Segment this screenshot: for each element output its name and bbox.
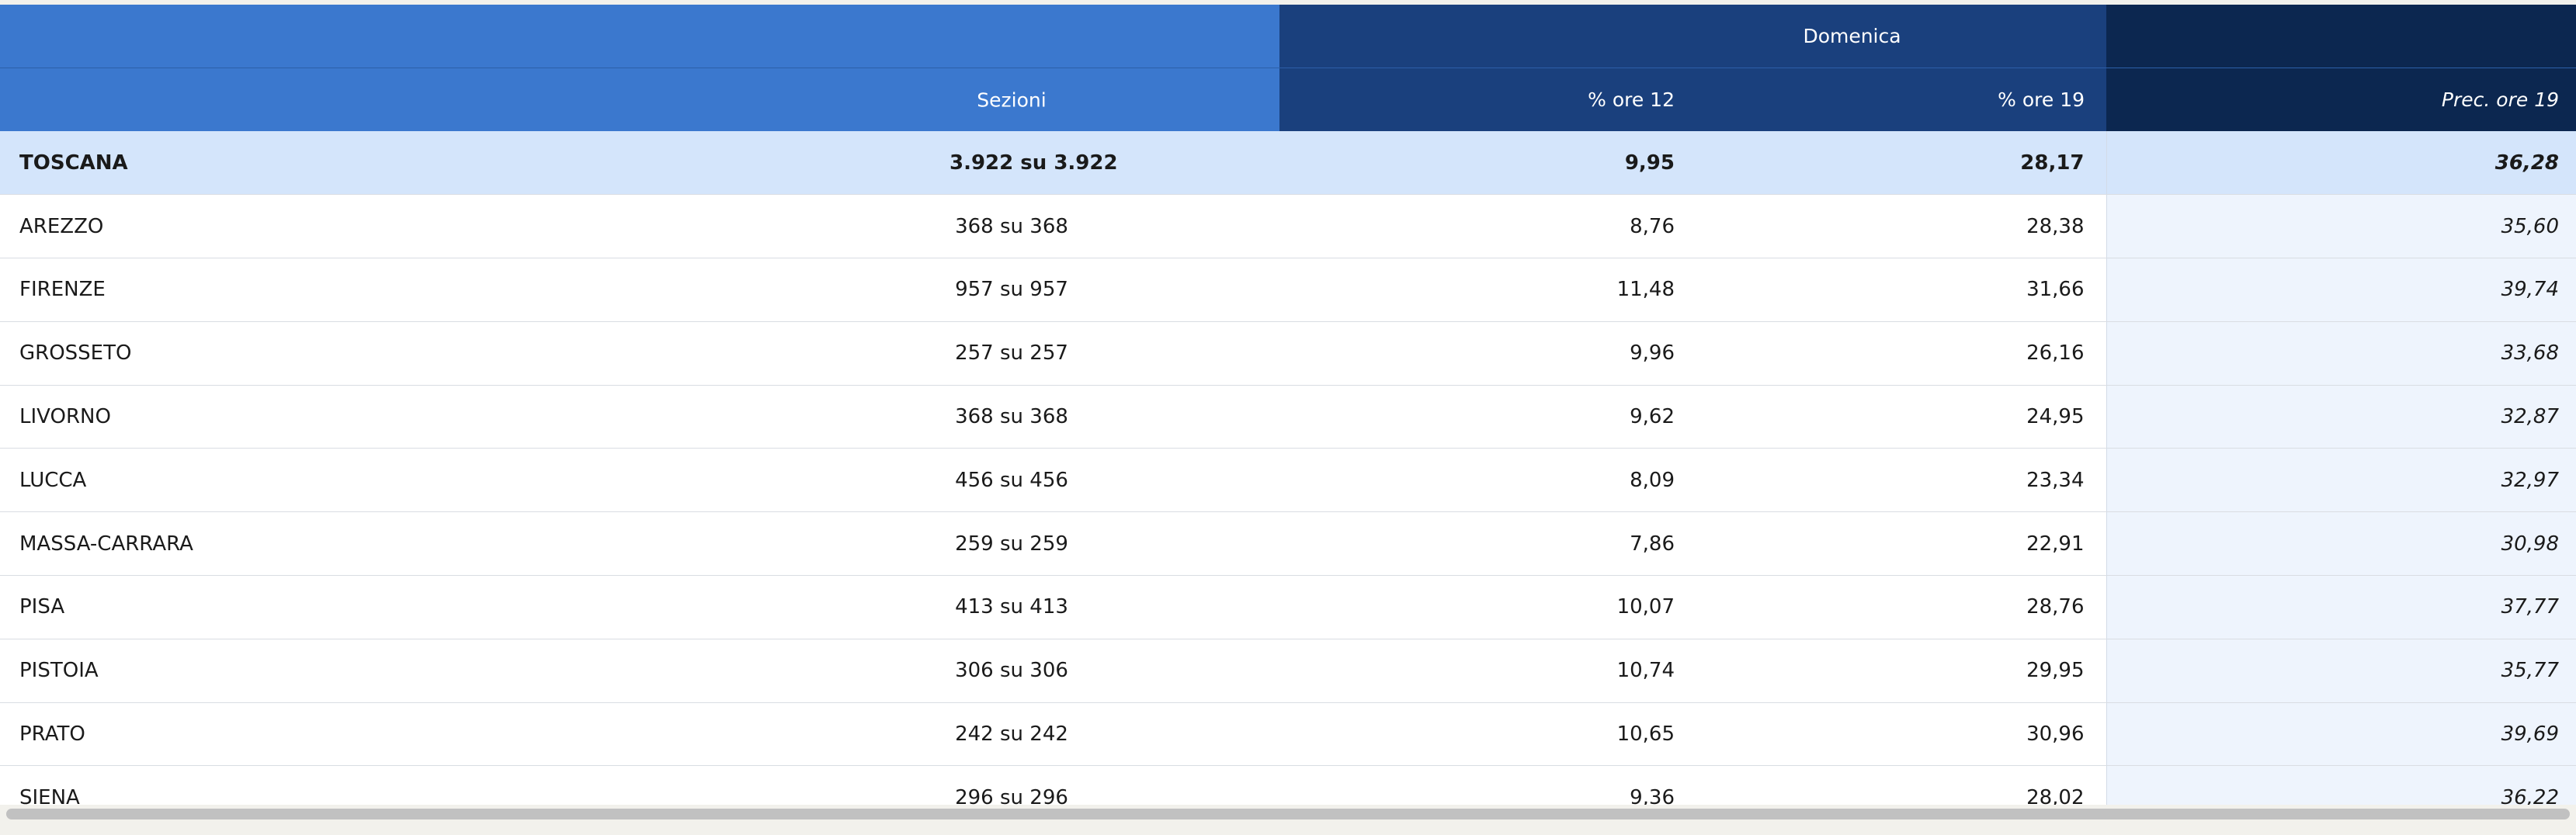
cell-prec: 33,68: [2106, 321, 2576, 386]
header-ore19[interactable]: % ore 19: [1695, 68, 2107, 131]
cell-name-sezioni: PRATO 242 su 242: [0, 702, 1279, 767]
cell-ore19: 23,34: [1695, 448, 2107, 513]
cell-sezioni: 259 su 259: [955, 532, 1068, 556]
table-row[interactable]: PRATO 242 su 242 10,65 30,96 39,69: [0, 702, 2576, 767]
cell-prec: 36,28: [2106, 131, 2576, 196]
cell-name: LIVORNO: [19, 405, 111, 429]
cell-name: SIENA: [19, 785, 80, 805]
table-body: TOSCANA 3.922 su 3.922 9,95 28,17 36,28 …: [0, 131, 2576, 805]
cell-sezioni: 957 su 957: [955, 278, 1068, 302]
cell-name: LUCCA: [19, 468, 87, 492]
scrollbar-thumb[interactable]: [6, 809, 2570, 819]
cell-ore19: 28,38: [1695, 194, 2107, 259]
cell-sezioni: 296 su 296: [955, 785, 1068, 805]
cell-ore12: 10,65: [1279, 702, 1695, 767]
table-row-total[interactable]: TOSCANA 3.922 su 3.922 9,95 28,17 36,28: [0, 131, 2576, 196]
cell-ore19: 31,66: [1695, 258, 2107, 322]
cell-ore19: 28,17: [1695, 131, 2107, 196]
header-group-label: Domenica: [1803, 25, 1901, 47]
cell-sezioni: 3.922 su 3.922: [950, 151, 1118, 175]
header-sezioni-label: Sezioni: [977, 88, 1047, 111]
cell-ore12: 8,76: [1279, 194, 1695, 259]
cell-sezioni: 456 su 456: [955, 468, 1068, 492]
table-row[interactable]: FIRENZE 957 su 957 11,48 31,66 39,74: [0, 258, 2576, 322]
cell-ore12: 9,36: [1279, 765, 1695, 805]
header-sezioni[interactable]: Sezioni: [0, 68, 1279, 131]
cell-name-sezioni: AREZZO 368 su 368: [0, 194, 1279, 259]
cell-ore19: 22,91: [1695, 511, 2107, 577]
cell-name: TOSCANA: [19, 151, 128, 175]
table-row[interactable]: LIVORNO 368 su 368 9,62 24,95 32,87: [0, 385, 2576, 449]
table-row[interactable]: MASSA-CARRARA 259 su 259 7,86 22,91 30,98: [0, 511, 2576, 577]
cell-name-sezioni: SIENA 296 su 296: [0, 765, 1279, 805]
header-spacer: [0, 5, 1279, 68]
cell-name-sezioni: GROSSETO 257 su 257: [0, 321, 1279, 386]
cell-ore19: 28,02: [1695, 765, 2107, 805]
cell-ore12: 10,07: [1279, 575, 1695, 639]
cell-name-sezioni: PISA 413 su 413: [0, 575, 1279, 639]
table-row[interactable]: SIENA 296 su 296 9,36 28,02 36,22: [0, 765, 2576, 805]
cell-ore19: 28,76: [1695, 575, 2107, 639]
cell-sezioni: 306 su 306: [955, 659, 1068, 683]
cell-name: GROSSETO: [19, 341, 132, 366]
table-row[interactable]: GROSSETO 257 su 257 9,96 26,16 33,68: [0, 321, 2576, 386]
horizontal-scrollbar[interactable]: [0, 805, 2576, 828]
table-header: Domenica Sezioni % ore 12 % ore 19 Prec.…: [0, 5, 2576, 131]
header-prec[interactable]: Prec. ore 19: [2106, 68, 2576, 131]
cell-prec: 36,22: [2106, 765, 2576, 805]
cell-name: AREZZO: [19, 214, 104, 238]
cell-ore12: 10,74: [1279, 639, 1695, 703]
cell-prec: 30,98: [2106, 511, 2576, 577]
header-group-domenica: Domenica: [1279, 5, 2107, 68]
cell-prec: 32,97: [2106, 448, 2576, 513]
cell-ore12: 9,96: [1279, 321, 1695, 386]
header-spacer-prec: [2106, 5, 2576, 68]
cell-sezioni: 368 su 368: [955, 214, 1068, 238]
cell-name-sezioni: FIRENZE 957 su 957: [0, 258, 1279, 322]
cell-sezioni: 413 su 413: [955, 595, 1068, 619]
table-row[interactable]: PISTOIA 306 su 306 10,74 29,95 35,77: [0, 639, 2576, 703]
header-ore12[interactable]: % ore 12: [1279, 68, 1695, 131]
cell-sezioni: 257 su 257: [955, 341, 1068, 366]
table-row[interactable]: PISA 413 su 413 10,07 28,76 37,77: [0, 575, 2576, 639]
header-column-row: Sezioni % ore 12 % ore 19 Prec. ore 19: [0, 68, 2576, 131]
header-group-row: Domenica: [0, 5, 2576, 68]
cell-name: MASSA-CARRARA: [19, 532, 193, 556]
cell-ore19: 24,95: [1695, 385, 2107, 449]
cell-ore12: 7,86: [1279, 511, 1695, 577]
cell-name: PRATO: [19, 722, 85, 747]
cell-name-sezioni: LIVORNO 368 su 368: [0, 385, 1279, 449]
cell-prec: 39,74: [2106, 258, 2576, 322]
cell-ore19: 26,16: [1695, 321, 2107, 386]
cell-name-sezioni: PISTOIA 306 su 306: [0, 639, 1279, 703]
cell-sezioni: 368 su 368: [955, 405, 1068, 429]
cell-ore12: 9,95: [1279, 131, 1695, 196]
cell-name: PISTOIA: [19, 659, 99, 683]
cell-prec: 32,87: [2106, 385, 2576, 449]
table-row[interactable]: LUCCA 456 su 456 8,09 23,34 32,97: [0, 448, 2576, 513]
results-table-container: Domenica Sezioni % ore 12 % ore 19 Prec.…: [0, 5, 2576, 805]
cell-name-sezioni: TOSCANA 3.922 su 3.922: [0, 131, 1279, 196]
cell-name-sezioni: MASSA-CARRARA 259 su 259: [0, 511, 1279, 577]
cell-prec: 35,77: [2106, 639, 2576, 703]
table-row[interactable]: AREZZO 368 su 368 8,76 28,38 35,60: [0, 194, 2576, 259]
cell-name-sezioni: LUCCA 456 su 456: [0, 448, 1279, 513]
cell-prec: 39,69: [2106, 702, 2576, 767]
cell-name: FIRENZE: [19, 278, 106, 302]
cell-prec: 35,60: [2106, 194, 2576, 259]
cell-ore12: 9,62: [1279, 385, 1695, 449]
cell-sezioni: 242 su 242: [955, 722, 1068, 747]
cell-ore19: 30,96: [1695, 702, 2107, 767]
cell-ore19: 29,95: [1695, 639, 2107, 703]
cell-name: PISA: [19, 595, 65, 619]
cell-ore12: 11,48: [1279, 258, 1695, 322]
cell-prec: 37,77: [2106, 575, 2576, 639]
turnout-table: Domenica Sezioni % ore 12 % ore 19 Prec.…: [0, 5, 2576, 805]
cell-ore12: 8,09: [1279, 448, 1695, 513]
